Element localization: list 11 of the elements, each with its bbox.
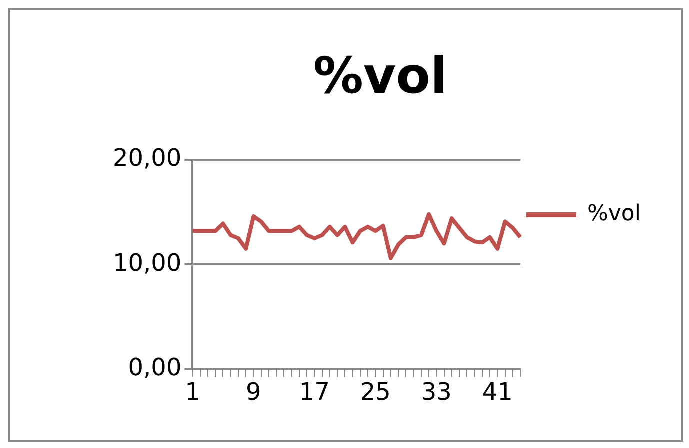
x-tick-label: 33 bbox=[421, 378, 452, 406]
y-tick-label: 0,00 bbox=[128, 353, 182, 382]
legend-label: %vol bbox=[588, 202, 642, 227]
x-tick-label: 25 bbox=[360, 378, 391, 406]
x-tick-label: 9 bbox=[246, 378, 262, 406]
y-tick-label: 20,00 bbox=[112, 144, 182, 172]
chart-title: %vol bbox=[313, 46, 448, 105]
x-tick-label: 41 bbox=[482, 378, 513, 406]
y-tick-label: 10,00 bbox=[112, 248, 182, 277]
x-tick-label: 1 bbox=[185, 378, 200, 406]
x-tick-label: 17 bbox=[299, 378, 330, 406]
